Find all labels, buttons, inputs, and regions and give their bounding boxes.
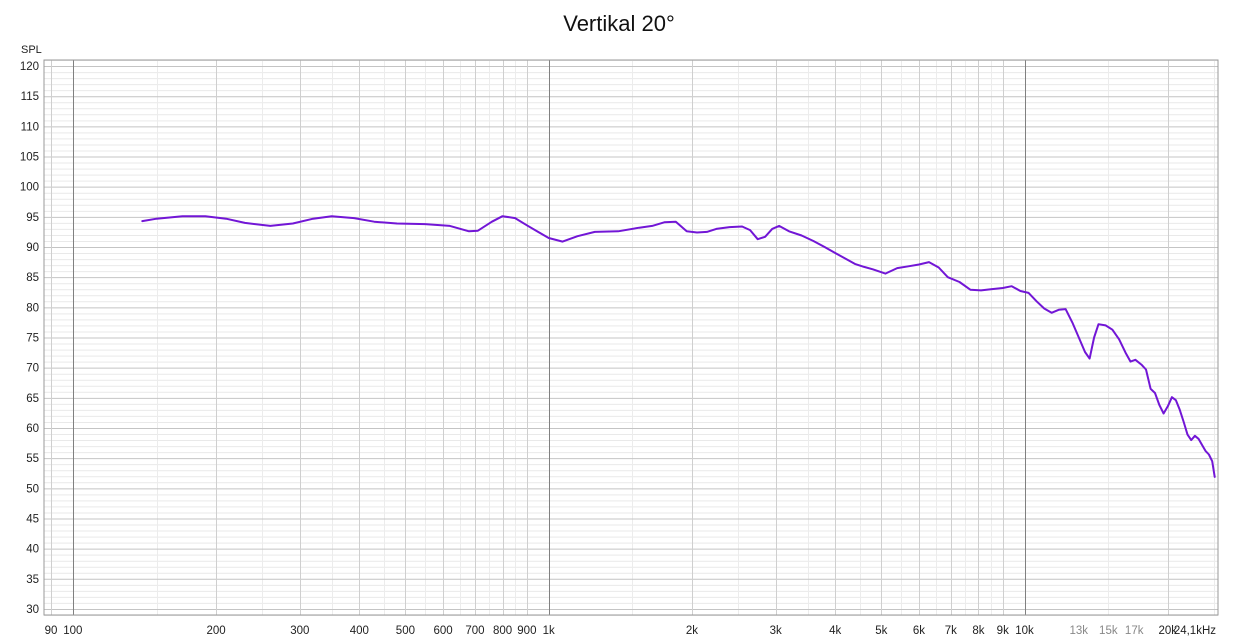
x-tick-label: 800 <box>493 625 512 637</box>
y-tick-label: 75 <box>26 333 39 345</box>
y-tick-label: 110 <box>21 121 39 133</box>
x-tick-label: 7k <box>945 625 957 637</box>
chart-title: Vertikal 20° <box>563 11 675 36</box>
x-tick-label: 90 <box>45 625 58 637</box>
spl-series-line <box>141 215 1216 478</box>
y-tick-label: 115 <box>21 91 39 103</box>
y-tick-label: 60 <box>26 423 39 435</box>
y-tick-label: 100 <box>20 182 39 194</box>
x-tick-label: 20k <box>1159 625 1178 637</box>
x-tick-label: 600 <box>433 625 452 637</box>
x-tick-label: 700 <box>465 625 484 637</box>
x-tick-label: 100 <box>63 625 82 637</box>
x-tick-label: 3k <box>770 625 782 637</box>
x-tick-label: 300 <box>290 625 309 637</box>
x-tick-label: 15k <box>1099 625 1118 637</box>
y-axis-label: SPL <box>21 44 42 56</box>
major-grid <box>44 60 1218 615</box>
x-tick-label: 200 <box>206 625 225 637</box>
x-tick-label: 2k <box>686 625 698 637</box>
x-tick-label: 500 <box>396 625 415 637</box>
x-tick-label: 5k <box>875 625 887 637</box>
y-tick-label: 50 <box>26 483 39 495</box>
y-tick-label: 55 <box>26 453 39 465</box>
x-tick-label: 6k <box>913 625 925 637</box>
y-tick-label: 45 <box>26 513 39 525</box>
x-tick-label: 8k <box>972 625 984 637</box>
y-tick-label: 30 <box>26 604 39 616</box>
x-tick-label: 400 <box>350 625 369 637</box>
x-tick-label: 17k <box>1125 625 1144 637</box>
y-tick-label: 70 <box>26 363 39 375</box>
x-axis-ticks: 90 100 200 300 400 500 600 700 800 900 1k 2k 3k 4k 5k 6… <box>45 625 1217 637</box>
y-tick-label: 40 <box>26 544 39 556</box>
y-tick-label: 65 <box>26 393 39 405</box>
y-tick-label: 80 <box>26 302 39 314</box>
y-tick-label: 95 <box>26 212 39 224</box>
series-layer <box>141 215 1216 478</box>
x-tick-label: 24,1kHz <box>1174 625 1216 637</box>
y-tick-label: 90 <box>26 242 39 254</box>
x-tick-label: 13k <box>1069 625 1088 637</box>
plot-area <box>43 59 1219 616</box>
x-tick-label: 4k <box>829 625 841 637</box>
x-tick-label: 900 <box>517 625 536 637</box>
x-tick-label: 10k <box>1015 625 1034 637</box>
x-tick-label: 1k <box>543 625 555 637</box>
y-tick-label: 35 <box>26 574 39 586</box>
y-tick-label: 120 <box>20 61 39 73</box>
y-tick-label: 105 <box>20 152 39 164</box>
x-tick-label: 9k <box>997 625 1009 637</box>
y-tick-label: 85 <box>26 272 39 284</box>
y-axis-ticks: 30 35 40 45 50 55 60 65 70 75 80 85 90 95 100 105 110 115… <box>20 61 39 616</box>
